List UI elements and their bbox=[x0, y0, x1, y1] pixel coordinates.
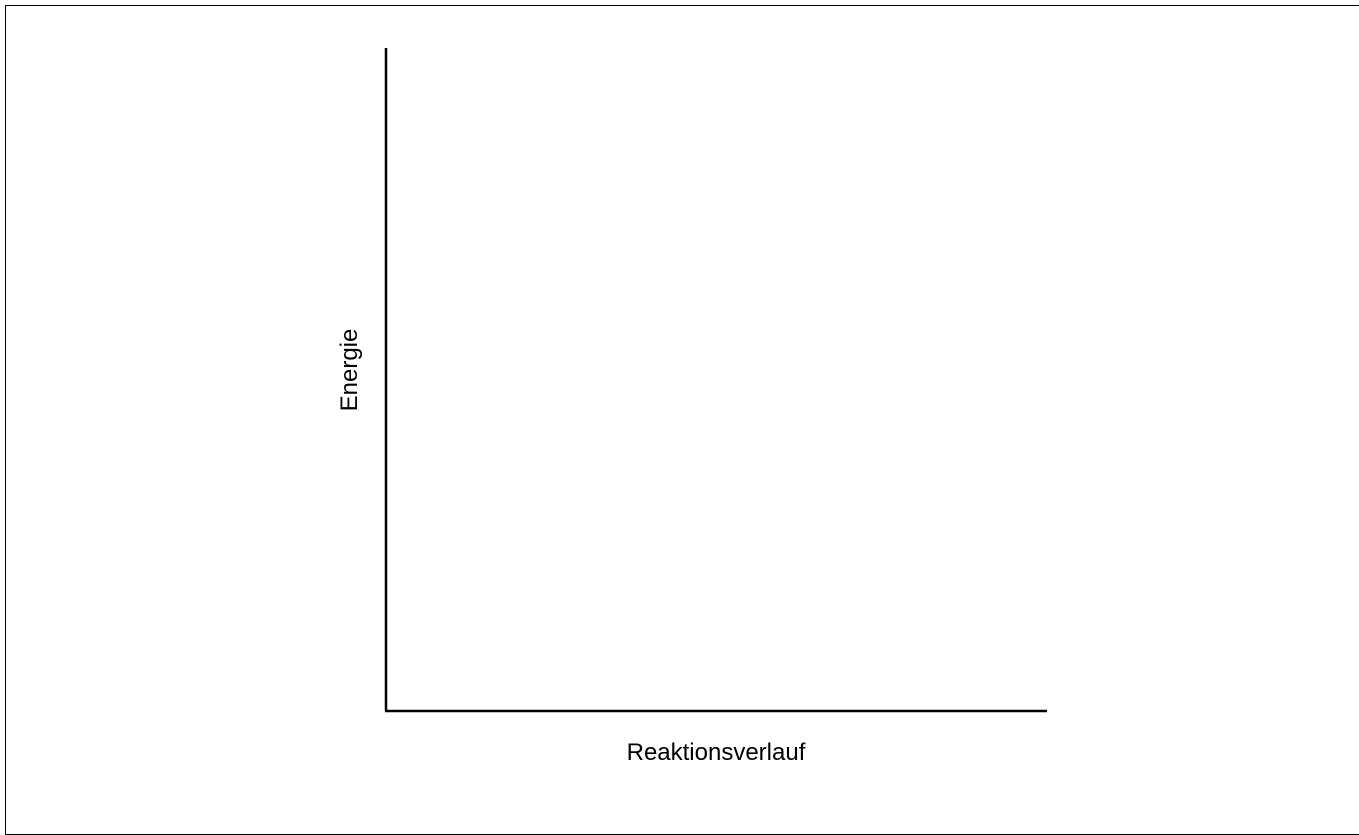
y-axis-label: Energie bbox=[336, 329, 363, 412]
x-axis-label: Reaktionsverlauf bbox=[627, 739, 806, 766]
